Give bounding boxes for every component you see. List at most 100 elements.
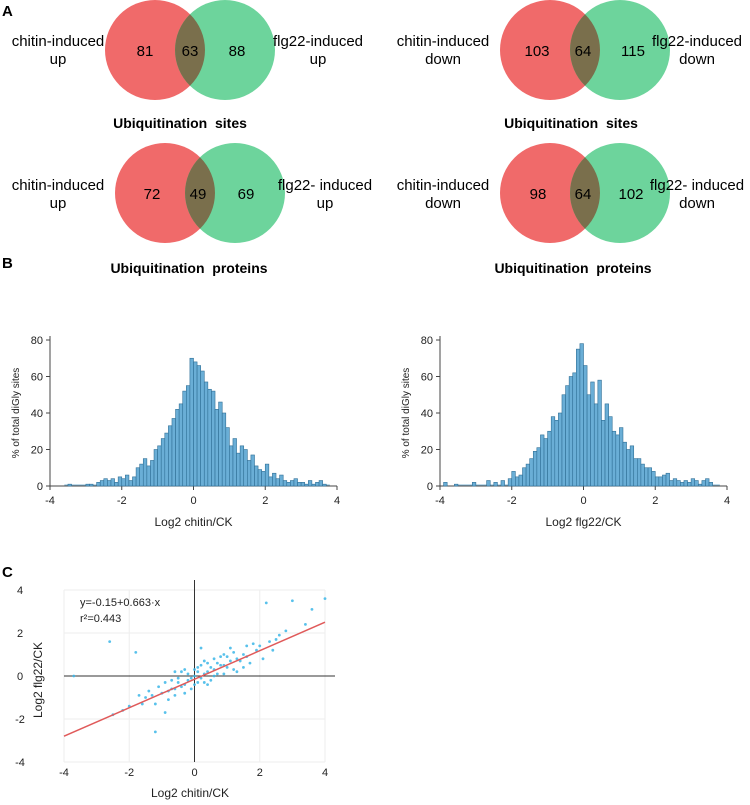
venn-left-label-2: up bbox=[50, 195, 67, 212]
venn-left-label-2: down bbox=[425, 195, 461, 212]
scatter-point bbox=[304, 623, 307, 626]
scatter-point bbox=[219, 655, 223, 659]
histogram-bar bbox=[532, 451, 538, 487]
histogram-bar bbox=[654, 476, 660, 487]
scatter-point bbox=[310, 607, 314, 611]
x-tick-label: 2 bbox=[262, 495, 268, 507]
scatter-point bbox=[150, 693, 154, 697]
venn-overlap bbox=[570, 157, 600, 229]
histogram-bar bbox=[229, 445, 234, 487]
venn-left-label-2: up bbox=[50, 51, 67, 68]
histogram-bar bbox=[300, 482, 306, 487]
histogram-bar bbox=[89, 483, 94, 487]
histogram-bar bbox=[290, 480, 295, 487]
panel-label-b: B bbox=[2, 255, 13, 272]
y-tick-label: 80 bbox=[421, 335, 433, 347]
scatter-point bbox=[228, 659, 232, 663]
x-tick-label: 2 bbox=[257, 767, 263, 779]
scatter-point bbox=[248, 661, 252, 665]
scatter-point bbox=[193, 683, 196, 686]
scatter-point bbox=[225, 666, 229, 669]
scatter-point bbox=[196, 666, 200, 669]
histogram-bar bbox=[164, 432, 169, 487]
y-tick-label: 0 bbox=[427, 481, 433, 493]
venn-circle-flg22 bbox=[175, 0, 275, 100]
histogram-bar bbox=[658, 476, 663, 487]
x-tick-label: -4 bbox=[45, 495, 55, 507]
scatter-point bbox=[72, 674, 76, 678]
histogram-bar bbox=[701, 480, 706, 487]
x-tick-label: -2 bbox=[124, 767, 134, 779]
x-tick-label: 4 bbox=[334, 495, 340, 507]
histogram-bar bbox=[665, 472, 670, 487]
venn-right-count: 115 bbox=[621, 43, 645, 60]
scatter-point bbox=[222, 653, 226, 656]
histogram-bar bbox=[279, 474, 284, 487]
x-tick-label: 0 bbox=[580, 495, 586, 507]
scatter-chitin-vs-flg22: -4 -2 0 2 4 -4 -2 0 2 4 y=-0.15+0.663·x r²=0.443 Log… bbox=[15, 580, 335, 800]
scatter-point bbox=[176, 676, 180, 680]
scatter-point bbox=[199, 663, 203, 667]
venn-caption: Ubiquitination proteins bbox=[110, 260, 267, 276]
venn-right-label-1: flg22- induced bbox=[650, 177, 744, 194]
histogram-bar bbox=[550, 416, 556, 487]
histogram-bar bbox=[561, 394, 566, 487]
histogram-bar bbox=[189, 357, 194, 487]
histogram-bar bbox=[250, 454, 255, 487]
venn-proteins-up: 72 49 69 chitin-induced up flg22- induce… bbox=[12, 143, 372, 276]
histogram-bar bbox=[604, 403, 609, 487]
histogram-bar bbox=[125, 474, 130, 487]
scatter-point bbox=[212, 657, 216, 661]
histogram-bar bbox=[622, 441, 627, 487]
scatter-point bbox=[271, 648, 275, 652]
venn-overlap-count: 64 bbox=[575, 186, 592, 203]
histogram-bar bbox=[142, 458, 148, 487]
histogram-bar bbox=[203, 381, 209, 487]
histogram-bar bbox=[178, 403, 184, 487]
scatter-point bbox=[176, 681, 180, 684]
histogram-bar bbox=[454, 483, 459, 487]
scatter-point bbox=[170, 678, 174, 682]
histogram-bar bbox=[601, 419, 606, 487]
histogram-bar bbox=[647, 467, 652, 487]
histogram-bar bbox=[597, 379, 602, 487]
scatter-point bbox=[186, 672, 190, 676]
scatter-point bbox=[180, 670, 183, 674]
scatter-point bbox=[144, 696, 147, 699]
histogram-bar bbox=[615, 434, 620, 487]
x-tick-label: 4 bbox=[322, 767, 328, 779]
venn-proteins-down: 98 64 102 chitin-induced down flg22- ind… bbox=[397, 143, 744, 276]
histogram-flg22: 0 20 40 60 80 -4 -2 0 2 4 Log2 flg22/CK % of total … bbox=[401, 335, 730, 529]
histogram-bar bbox=[85, 483, 90, 487]
scatter-point bbox=[153, 702, 157, 706]
scatter-point bbox=[209, 666, 213, 669]
histogram-bar bbox=[593, 403, 599, 487]
y-tick-label: 4 bbox=[17, 585, 23, 597]
histogram-bar bbox=[697, 483, 703, 487]
x-axis-label: Log2 flg22/CK bbox=[545, 515, 621, 529]
venn-left-label-1: chitin-induced bbox=[397, 33, 490, 50]
histogram-bar bbox=[558, 412, 563, 487]
venn-circle-chitin bbox=[500, 143, 600, 243]
venn-left-label-2: down bbox=[425, 51, 461, 68]
venn-right-count: 88 bbox=[229, 43, 246, 60]
scatter-point bbox=[235, 670, 239, 674]
scatter-point bbox=[277, 633, 281, 637]
histogram-bar bbox=[486, 480, 491, 487]
histogram-bar bbox=[525, 463, 530, 487]
histogram-bar bbox=[218, 401, 223, 487]
histogram-bar bbox=[608, 416, 613, 487]
histogram-bar bbox=[225, 427, 230, 487]
venn-right-label-2: up bbox=[310, 51, 327, 68]
histogram-bar bbox=[619, 427, 624, 487]
venn-caption: Ubiquitination proteins bbox=[494, 260, 651, 276]
scatter-point bbox=[228, 646, 232, 650]
scatter-point bbox=[225, 655, 229, 659]
histogram-bar bbox=[139, 463, 144, 487]
histogram-bar bbox=[511, 471, 516, 487]
histogram-bar bbox=[626, 449, 631, 487]
scatter-point bbox=[268, 640, 271, 643]
histogram-bar bbox=[186, 385, 191, 487]
y-axis-label: % of total diGly sites bbox=[401, 368, 412, 459]
scatter-point bbox=[173, 693, 177, 697]
